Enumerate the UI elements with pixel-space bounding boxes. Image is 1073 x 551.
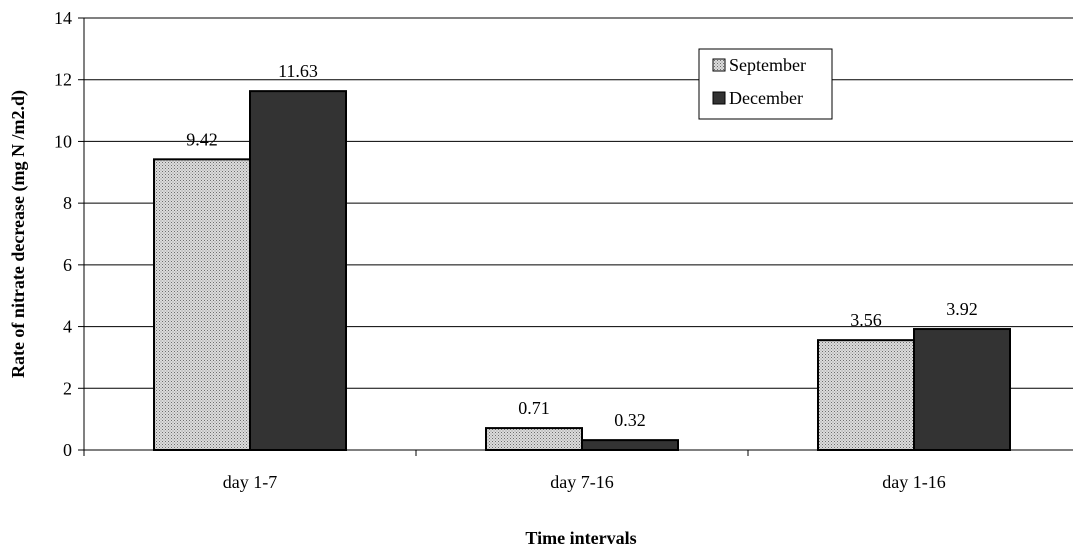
- y-tick-label: 4: [63, 317, 72, 337]
- bar-september-day-1-7: [153, 158, 251, 451]
- y-tick-label: 6: [63, 255, 72, 275]
- y-tick-label: 12: [54, 70, 72, 90]
- bar-september-day-1-16: [817, 339, 915, 451]
- x-axis-title: Time intervals: [525, 528, 636, 548]
- data-label: 9.42: [186, 129, 218, 149]
- x-tick-label: day 7-16: [550, 472, 613, 492]
- y-tick-label: 10: [54, 131, 72, 151]
- legend-swatch-september: [712, 58, 726, 72]
- data-labels: 9.42 11.63 0.71 0.32 3.56 3.92: [186, 61, 978, 430]
- bar-september-day-7-16: [485, 427, 583, 452]
- data-label: 3.56: [850, 310, 882, 330]
- legend: September December: [698, 48, 833, 120]
- bars: [153, 90, 1011, 452]
- data-label: 11.63: [278, 61, 318, 81]
- y-tick-label: 2: [63, 378, 72, 398]
- y-tick-label: 14: [54, 8, 72, 28]
- bar-december-day-1-16: [913, 328, 1011, 452]
- legend-label-september: September: [729, 55, 806, 75]
- legend-label-december: December: [729, 88, 803, 108]
- data-label: 0.32: [614, 410, 646, 430]
- axes: [83, 18, 1073, 456]
- bar-december-day-1-7: [249, 90, 347, 451]
- x-tick-label: day 1-7: [223, 472, 277, 492]
- y-tick-label: 0: [63, 440, 72, 460]
- legend-swatch-december: [712, 91, 726, 105]
- x-tick-labels: day 1-7 day 7-16 day 1-16: [223, 472, 946, 492]
- bar-december-day-7-16: [581, 439, 679, 451]
- data-label: 0.71: [518, 398, 550, 418]
- y-tick-label: 8: [63, 193, 72, 213]
- y-tick-labels: 0 2 4 6 8 10 12 14: [54, 8, 72, 460]
- data-label: 3.92: [946, 299, 978, 319]
- x-tick-label: day 1-16: [882, 472, 945, 492]
- y-axis-title: Rate of nitrate decrease (mg N /m2.d): [8, 90, 29, 378]
